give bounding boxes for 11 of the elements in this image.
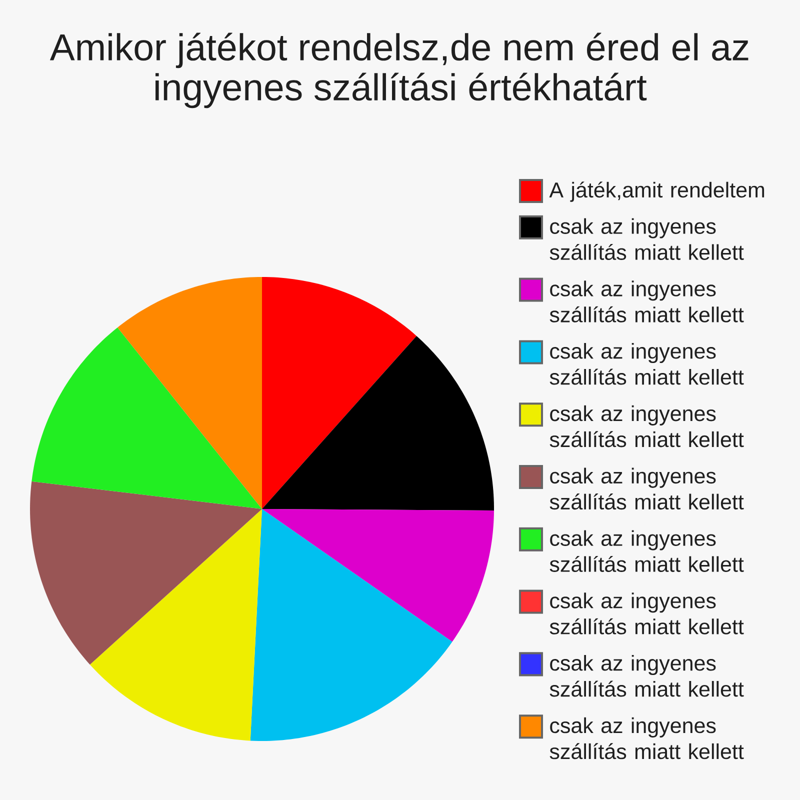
legend-label: csak az ingyenes szállítás miatt kellett <box>550 530 744 572</box>
legend-label: csak az ingyenes szállítás miatt kellett <box>550 592 744 634</box>
chart-title: Amikor játékot rendelsz,de nem éred el az ingyenes szállítási értékhatárt <box>50 32 748 108</box>
legend-label: csak az ingyenes szállítás miatt kellett <box>550 218 744 260</box>
legend-label: csak az ingyenes szállítás miatt kellett <box>550 405 744 448</box>
legend-label: csak az ingyenes szállítás miatt kellett <box>550 468 744 510</box>
legend-label: csak az ingyenes szállítás miatt kellett <box>550 280 744 322</box>
legend-label: csak az ingyenes szállítás miatt kellett <box>550 717 744 760</box>
legend-label: csak az ingyenes szállítás miatt kellett <box>550 655 744 697</box>
legend-label: csak az ingyenes szállítás miatt kellett <box>550 343 744 385</box>
legend-label: A játék,amit rendeltem <box>549 182 764 202</box>
